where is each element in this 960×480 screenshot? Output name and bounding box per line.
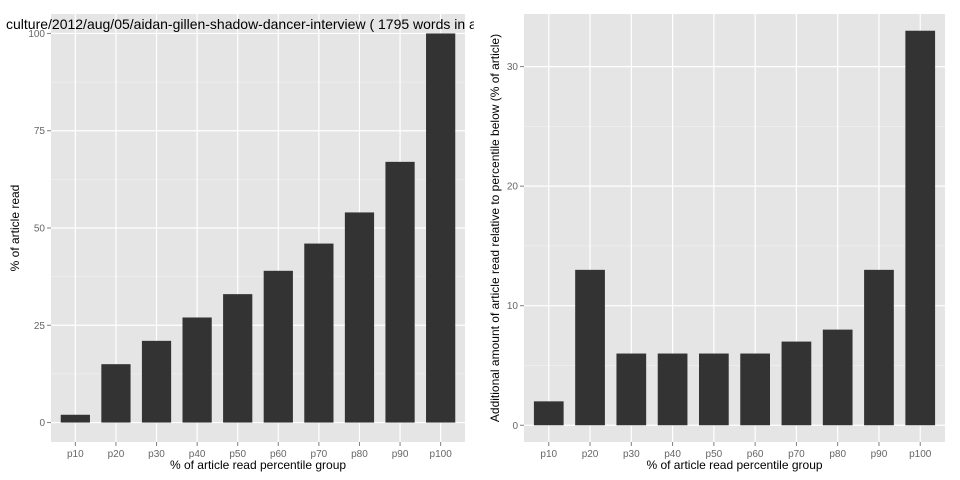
x-tick-label-p30: p30 xyxy=(623,449,640,460)
bar-p90 xyxy=(385,161,415,423)
y-tick-label: 0 xyxy=(39,418,45,429)
bar-p20 xyxy=(575,269,605,426)
bar-p70 xyxy=(304,243,334,423)
chart-panel-2: 0 10 20 30 p10 p20 p30 p40 p50 p60 p70 p80 p90 p100 % … xyxy=(488,14,945,472)
x-tick-label-p60: p60 xyxy=(747,449,764,460)
x-tick-label-p20: p20 xyxy=(108,449,125,460)
chart-title: culture/2012/aug/05/aidan-gillen-shadow-… xyxy=(6,16,477,32)
x-tick-label-p70: p70 xyxy=(311,449,328,460)
x-tick-label-p10: p10 xyxy=(67,449,84,460)
x-axis-title: % of article read percentile group xyxy=(170,458,346,472)
bar-p80 xyxy=(344,212,375,423)
bar-p90 xyxy=(864,269,894,426)
bar-p100 xyxy=(905,30,936,426)
x-tick-label-p100: p100 xyxy=(909,449,932,460)
chart-panel-1: 0 25 50 75 100 p10 p20 p30 p40 p50 p60 p70 p80 p90 p10… xyxy=(6,14,477,472)
x-tick-label-p50: p50 xyxy=(706,449,723,460)
bar-p70 xyxy=(781,341,812,426)
y-axis-title: Additional amount of article read relati… xyxy=(488,34,502,422)
y-tick-label: 20 xyxy=(507,182,519,193)
x-tick-label-p10: p10 xyxy=(540,449,557,460)
y-tick-label: 75 xyxy=(34,126,46,137)
bar-p10 xyxy=(60,414,90,423)
x-tick-label-p70: p70 xyxy=(788,449,805,460)
x-axis-title: % of article read percentile group xyxy=(646,458,822,472)
x-tick-label-p90: p90 xyxy=(871,449,888,460)
bar-p50 xyxy=(699,353,729,426)
x-tick-label-p50: p50 xyxy=(229,449,246,460)
y-tick-label: 0 xyxy=(512,421,518,432)
bar-p60 xyxy=(263,270,293,423)
y-tick-label: 30 xyxy=(507,62,519,73)
x-tick-label-p80: p80 xyxy=(829,449,846,460)
bar-p30 xyxy=(141,340,172,423)
y-tick-label: 50 xyxy=(34,224,46,235)
bar-p80 xyxy=(822,329,853,426)
bar-p30 xyxy=(616,353,647,426)
x-tick-label-p60: p60 xyxy=(270,449,287,460)
x-tick-label-p20: p20 xyxy=(582,449,599,460)
bar-p40 xyxy=(182,317,212,423)
y-axis-title: % of article read xyxy=(8,185,22,272)
x-tick-label-p40: p40 xyxy=(664,449,681,460)
y-tick-label: 10 xyxy=(507,301,519,312)
x-tick-label-p30: p30 xyxy=(148,449,165,460)
y-tick-label: 100 xyxy=(28,29,45,40)
x-tick-label-p100: p100 xyxy=(430,449,453,460)
bar-p60 xyxy=(740,353,770,426)
x-tick-label-p80: p80 xyxy=(351,449,368,460)
bar-p100 xyxy=(426,33,456,423)
bar-p50 xyxy=(223,294,253,423)
bar-p10 xyxy=(533,401,564,426)
bar-p20 xyxy=(101,364,131,423)
x-tick-label-p40: p40 xyxy=(189,449,206,460)
y-tick-label: 25 xyxy=(34,321,46,332)
x-tick-label-p90: p90 xyxy=(392,449,409,460)
bar-p40 xyxy=(657,353,688,426)
